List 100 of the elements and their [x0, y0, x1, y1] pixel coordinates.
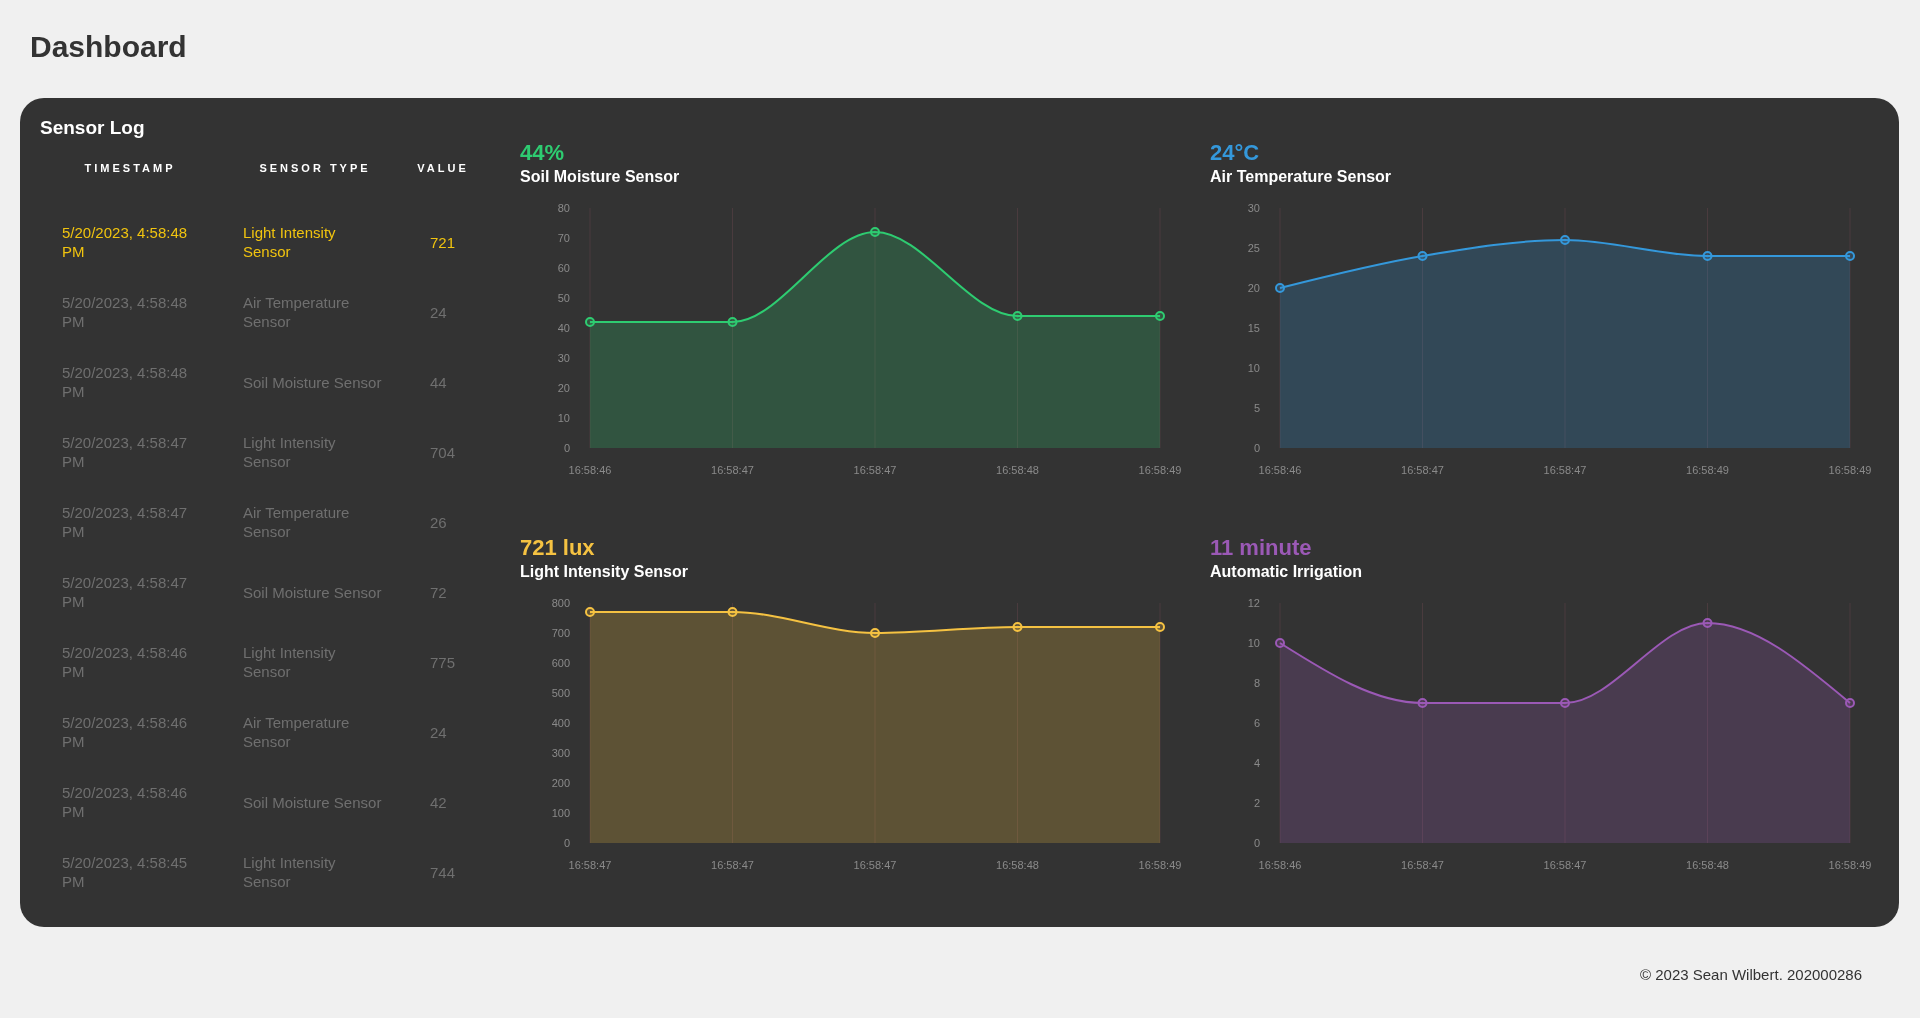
text: Soil Moisture Sensor — [243, 372, 383, 393]
y-tick-label: 20 — [1247, 281, 1260, 294]
text: Light Intensity Sensor — [243, 853, 337, 892]
x-tick-label: 16:58:47 — [711, 858, 754, 871]
y-tick-label: 500 — [551, 686, 570, 699]
point — [1155, 622, 1165, 632]
text: 5/20/2023, 4:58:48 PM — [62, 293, 189, 332]
y-tick-label: 10 — [1247, 636, 1260, 649]
point — [1275, 283, 1285, 293]
text: 775 — [430, 652, 457, 673]
point — [1702, 251, 1713, 261]
text: 5/20/2023, 4:58:48 PM — [62, 223, 189, 262]
point — [1560, 698, 1570, 708]
y-tick-label: 25 — [1247, 241, 1260, 254]
point — [1417, 698, 1428, 708]
y-tick-label: 0 — [563, 441, 570, 454]
text: Soil Moisture Sensor — [243, 792, 383, 813]
point — [1702, 618, 1713, 628]
text: 72 — [430, 582, 448, 603]
text: © 2023 Sean Wilbert. 202000286 — [1640, 966, 1863, 983]
text: 5/20/2023, 4:58:46 PM — [62, 783, 189, 822]
y-tick-label: 100 — [551, 806, 570, 819]
text: 42 — [430, 792, 448, 813]
y-tick-label: 600 — [551, 656, 570, 669]
y-tick-label: 40 — [557, 321, 570, 334]
x-tick-label: 16:58:46 — [568, 463, 612, 476]
text: TIMESTAMP — [83, 162, 177, 174]
x-tick-label: 16:58:47 — [568, 858, 612, 871]
y-tick-label: 20 — [557, 381, 570, 394]
x-tick-label: 16:58:47 — [1401, 858, 1444, 871]
y-tick-label: 30 — [557, 351, 570, 364]
y-tick-label: 0 — [1253, 441, 1260, 454]
chart-title: 24°C — [1210, 140, 1261, 166]
point — [1012, 311, 1023, 321]
text: Light Intensity Sensor — [243, 433, 337, 472]
text: 5/20/2023, 4:58:45 PM — [62, 853, 189, 892]
x-tick-label: 16:58:48 — [996, 463, 1039, 476]
y-tick-label: 0 — [563, 836, 570, 849]
text: 704 — [430, 442, 457, 463]
point — [727, 317, 738, 327]
x-tick-label: 16:58:49 — [1828, 463, 1872, 476]
x-tick-label: 16:58:47 — [1543, 858, 1587, 871]
point — [1845, 251, 1855, 261]
y-tick-label: 4 — [1253, 756, 1260, 769]
y-tick-label: 12 — [1247, 596, 1260, 609]
text: 24 — [430, 302, 448, 323]
y-tick-label: 50 — [557, 291, 570, 304]
x-tick-label: 16:58:47 — [853, 858, 897, 871]
text: Air Temperature Sensor — [243, 503, 351, 542]
y-tick-label: 2 — [1253, 796, 1260, 809]
chart-subtitle: Air Temperature Sensor — [1210, 167, 1393, 187]
x-tick-label: 16:58:48 — [1686, 858, 1729, 871]
y-tick-label: 30 — [1247, 201, 1260, 214]
chart-title: 11 minute — [1210, 535, 1313, 561]
text: 5/20/2023, 4:58:47 PM — [62, 573, 189, 612]
point — [870, 628, 880, 638]
y-tick-label: 400 — [551, 716, 570, 729]
text: 5/20/2023, 4:58:47 PM — [62, 433, 189, 472]
y-tick-label: 6 — [1253, 716, 1260, 729]
text: Light Intensity Sensor — [243, 223, 337, 262]
y-tick-label: 15 — [1247, 321, 1260, 334]
text: 5/20/2023, 4:58:46 PM — [62, 643, 189, 682]
y-tick-label: 700 — [551, 626, 570, 639]
text: 744 — [430, 862, 457, 883]
text: Soil Moisture Sensor — [243, 582, 383, 603]
point — [1155, 311, 1165, 321]
text: 5/20/2023, 4:58:46 PM — [62, 713, 189, 752]
text: 721 — [430, 232, 457, 253]
x-tick-label: 16:58:47 — [853, 463, 897, 476]
y-tick-label: 300 — [551, 746, 570, 759]
text: 24 — [430, 722, 448, 743]
point — [870, 227, 880, 237]
text: Light Intensity Sensor — [243, 643, 337, 682]
x-tick-label: 16:58:49 — [1138, 858, 1182, 871]
x-tick-label: 16:58:46 — [1258, 463, 1302, 476]
text: Air Temperature Sensor — [243, 293, 351, 332]
text: 5/20/2023, 4:58:47 PM — [62, 503, 189, 542]
y-tick-label: 10 — [557, 411, 570, 424]
y-tick-label: 5 — [1253, 401, 1260, 414]
y-tick-label: 800 — [551, 596, 570, 609]
point — [1012, 622, 1023, 632]
point — [727, 607, 738, 617]
x-tick-label: 16:58:47 — [1543, 463, 1587, 476]
y-tick-label: 0 — [1253, 836, 1260, 849]
x-tick-label: 16:58:47 — [1401, 463, 1444, 476]
chart-subtitle: Soil Moisture Sensor — [520, 167, 681, 187]
point — [1560, 235, 1570, 245]
text: SENSOR TYPE — [258, 162, 372, 174]
y-tick-label: 80 — [557, 201, 570, 214]
x-tick-label: 16:58:47 — [711, 463, 754, 476]
y-tick-label: 70 — [557, 231, 570, 244]
text: 26 — [430, 512, 448, 533]
y-tick-label: 200 — [551, 776, 570, 789]
y-tick-label: 10 — [1247, 361, 1260, 374]
point — [1417, 251, 1428, 261]
x-tick-label: 16:58:46 — [1258, 858, 1302, 871]
y-tick-label: 60 — [557, 261, 570, 274]
chart-subtitle: Automatic Irrigation — [1210, 562, 1363, 582]
chart-title: 44% — [520, 140, 566, 166]
point — [1845, 698, 1855, 708]
